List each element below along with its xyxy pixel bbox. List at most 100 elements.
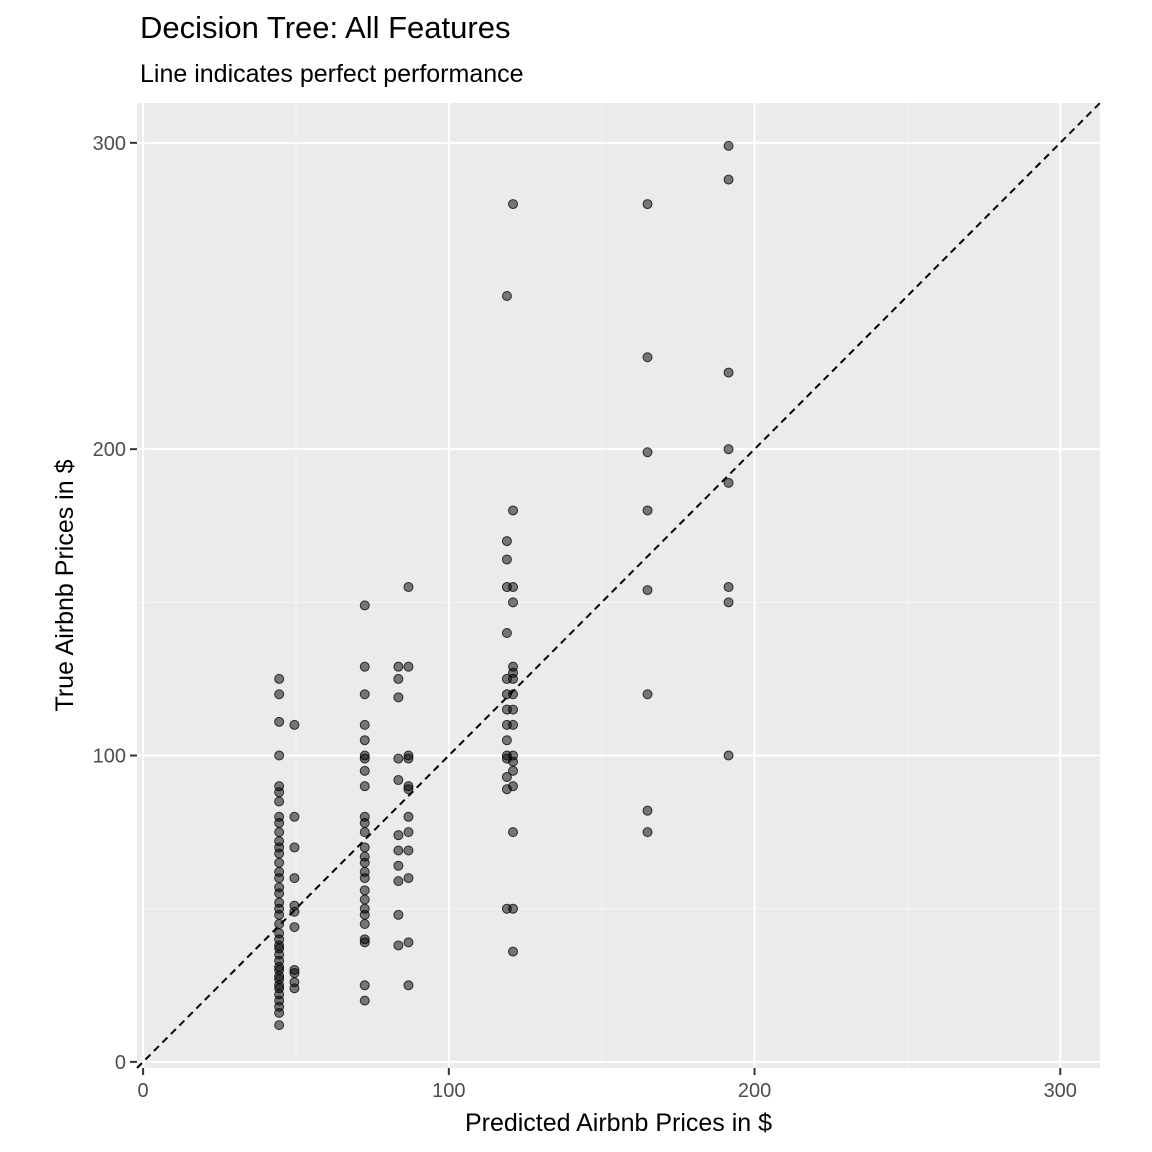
data-point [274, 919, 285, 930]
x-axis-title: Predicted Airbnb Prices in $ [465, 1109, 772, 1137]
chart-subtitle: Line indicates perfect performance [140, 60, 524, 88]
data-point [359, 980, 370, 991]
data-point [508, 505, 519, 516]
data-point [289, 922, 300, 933]
x-tick-label: 100 [432, 1080, 465, 1102]
data-point [501, 536, 512, 547]
data-point [393, 940, 404, 951]
y-tick-label: 100 [93, 746, 126, 768]
data-point [359, 885, 370, 896]
data-point [393, 860, 404, 871]
data-point [393, 830, 404, 841]
data-point [403, 845, 414, 856]
data-point [508, 582, 519, 593]
data-point [723, 174, 734, 185]
data-point [359, 719, 370, 730]
data-point [403, 873, 414, 884]
data-point [359, 842, 370, 853]
data-point [508, 597, 519, 608]
data-point [274, 796, 285, 807]
data-point [274, 882, 285, 893]
data-point [508, 719, 519, 730]
data-point [359, 750, 370, 761]
data-point [274, 811, 285, 822]
data-point [289, 964, 300, 975]
data-point [359, 934, 370, 945]
data-point [508, 199, 519, 210]
data-point [393, 845, 404, 856]
data-point [359, 600, 370, 611]
major-gridlines [137, 103, 1100, 1068]
data-point [403, 980, 414, 991]
data-point [403, 661, 414, 672]
data-point [359, 781, 370, 792]
data-point [403, 811, 414, 822]
data-point [393, 909, 404, 920]
data-point [723, 367, 734, 378]
data-point [393, 673, 404, 684]
data-point [508, 750, 519, 761]
data-point [274, 716, 285, 727]
data-point [274, 827, 285, 838]
data-point [359, 894, 370, 905]
data-point [274, 866, 285, 877]
data-point [508, 689, 519, 700]
data-point [642, 199, 653, 210]
data-point [403, 582, 414, 593]
x-tick-label: 200 [738, 1080, 771, 1102]
data-point [359, 903, 370, 914]
data-point [403, 750, 414, 761]
data-point [508, 827, 519, 838]
data-point [289, 842, 300, 853]
data-point [508, 781, 519, 792]
data-point [501, 291, 512, 301]
data-point [723, 140, 734, 151]
data-point [393, 661, 404, 672]
data-point [508, 903, 519, 914]
data-point [274, 897, 285, 908]
data-point [359, 919, 370, 930]
data-point [393, 753, 404, 764]
data-point [508, 704, 519, 715]
data-point [403, 937, 414, 948]
data-point [289, 977, 300, 988]
data-point [289, 873, 300, 884]
data-point [393, 876, 404, 887]
data-point [274, 689, 285, 700]
data-point [642, 827, 653, 838]
chart-title: Decision Tree: All Features [140, 10, 511, 45]
y-tick-label: 200 [93, 439, 126, 461]
data-point [274, 673, 285, 684]
data-point [274, 857, 285, 868]
data-point [501, 771, 512, 782]
data-point [403, 781, 414, 792]
data-point [642, 447, 653, 458]
axis-ticks: 0 100 200 300 0 100 200 300 [93, 133, 1077, 1102]
y-tick-label: 0 [115, 1052, 126, 1074]
data-point [289, 900, 300, 911]
data-point [501, 735, 512, 746]
data-point [642, 689, 653, 700]
y-tick-label: 300 [93, 133, 126, 155]
data-point [723, 444, 734, 455]
data-point [274, 750, 285, 761]
data-point [359, 851, 370, 862]
data-point [508, 765, 519, 776]
data-point [723, 750, 734, 761]
data-point [359, 735, 370, 746]
data-point [501, 554, 512, 565]
data-point [359, 995, 370, 1006]
data-point [508, 946, 519, 957]
data-point [393, 692, 404, 703]
data-point [359, 765, 370, 776]
data-point [274, 781, 285, 792]
data-point [723, 597, 734, 608]
data-point [642, 585, 653, 596]
data-point [359, 661, 370, 672]
data-point [723, 477, 734, 488]
data-point [501, 627, 512, 638]
x-tick-label: 0 [138, 1080, 149, 1102]
y-axis-title: True Airbnb Prices in $ [51, 459, 79, 711]
data-point [723, 582, 734, 593]
